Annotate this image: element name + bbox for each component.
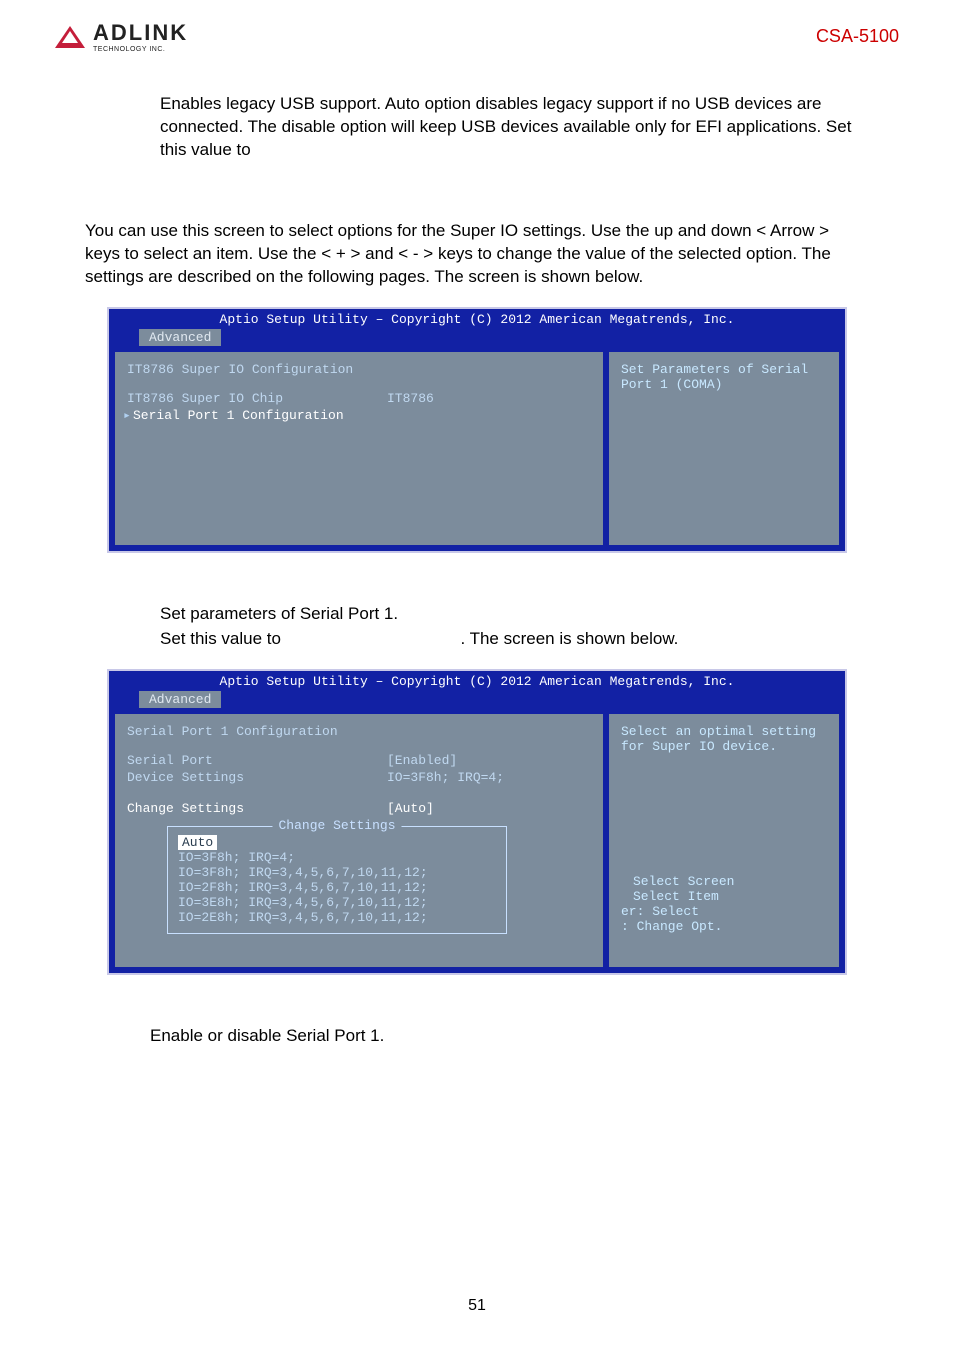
option-io-3[interactable]: IO=2F8h; IRQ=3,4,5,6,7,10,11,12;: [178, 880, 496, 895]
text-set-value-prefix: Set this value to: [160, 629, 281, 648]
label-change-settings[interactable]: Change Settings: [127, 801, 387, 816]
tab-advanced[interactable]: Advanced: [139, 329, 221, 346]
bios-screenshot-super-io: Aptio Setup Utility – Copyright (C) 2012…: [107, 307, 847, 553]
heading-serial-config: Serial Port 1 Configuration: [127, 724, 338, 739]
logo-text-sub: TECHNOLOGY INC.: [93, 46, 188, 53]
page-number: 51: [468, 1297, 486, 1315]
popup-title: Change Settings: [272, 818, 401, 833]
heading-super-io: IT8786 Super IO Configuration: [127, 362, 353, 377]
value-device-settings: IO=3F8h; IRQ=4;: [387, 770, 504, 785]
bios-screenshot-serial-port: Aptio Setup Utility – Copyright (C) 2012…: [107, 669, 847, 975]
text-set-value-suffix: . The screen is shown below.: [460, 629, 678, 648]
option-io-1[interactable]: IO=3F8h; IRQ=4;: [178, 850, 496, 865]
logo-text-main: ADLINK: [93, 20, 188, 46]
nav-select-screen: Select Screen: [633, 874, 827, 889]
nav-select-item: Select Item: [633, 889, 827, 904]
help-text: Select an optimal setting for Super IO d…: [621, 724, 827, 754]
aptio-title: Aptio Setup Utility – Copyright (C) 2012…: [109, 674, 845, 689]
page-header: ADLINK TECHNOLOGY INC. CSA-5100: [0, 0, 954, 63]
label-serial-port: Serial Port: [127, 753, 387, 768]
logo-mark-icon: [55, 26, 85, 48]
para-set-value: Set this value to . The screen is shown …: [160, 628, 859, 651]
adlink-logo: ADLINK TECHNOLOGY INC.: [55, 20, 188, 53]
para-legacy-usb: Enables legacy USB support. Auto option …: [95, 93, 859, 162]
triangle-right-icon: ▸: [123, 408, 131, 423]
label-device-settings: Device Settings: [127, 770, 387, 785]
page-content: Enables legacy USB support. Auto option …: [0, 63, 954, 1047]
option-io-4[interactable]: IO=3E8h; IRQ=3,4,5,6,7,10,11,12;: [178, 895, 496, 910]
menu-serial-port-1-config[interactable]: Serial Port 1 Configuration: [133, 408, 344, 423]
tab-advanced[interactable]: Advanced: [139, 691, 221, 708]
help-text: Set Parameters of Serial Port 1 (COMA): [621, 362, 827, 392]
nav-change-opt: : Change Opt.: [621, 919, 827, 934]
aptio-left-pane: IT8786 Super IO Configuration IT8786 Sup…: [115, 352, 603, 545]
value-serial-port[interactable]: [Enabled]: [387, 753, 457, 768]
option-io-2[interactable]: IO=3F8h; IRQ=3,4,5,6,7,10,11,12;: [178, 865, 496, 880]
change-settings-popup: Change Settings Auto IO=3F8h; IRQ=4; IO=…: [167, 826, 507, 934]
para-super-io-intro: You can use this screen to select option…: [85, 220, 859, 289]
nav-select: er: Select: [621, 904, 827, 919]
value-change-settings[interactable]: [Auto]: [387, 801, 434, 816]
aptio-title: Aptio Setup Utility – Copyright (C) 2012…: [109, 312, 845, 327]
doc-title: CSA-5100: [816, 26, 899, 47]
aptio-help-pane: Set Parameters of Serial Port 1 (COMA): [609, 352, 839, 545]
option-io-5[interactable]: IO=2E8h; IRQ=3,4,5,6,7,10,11,12;: [178, 910, 496, 925]
para-enable-disable: Enable or disable Serial Port 1.: [150, 1025, 859, 1048]
aptio-left-pane: Serial Port 1 Configuration Serial Port …: [115, 714, 603, 967]
label-io-chip: IT8786 Super IO Chip: [127, 391, 387, 406]
aptio-help-pane: Select an optimal setting for Super IO d…: [609, 714, 839, 967]
value-io-chip: IT8786: [387, 391, 434, 406]
para-set-params: Set parameters of Serial Port 1.: [160, 603, 859, 626]
option-auto[interactable]: Auto: [178, 835, 217, 850]
